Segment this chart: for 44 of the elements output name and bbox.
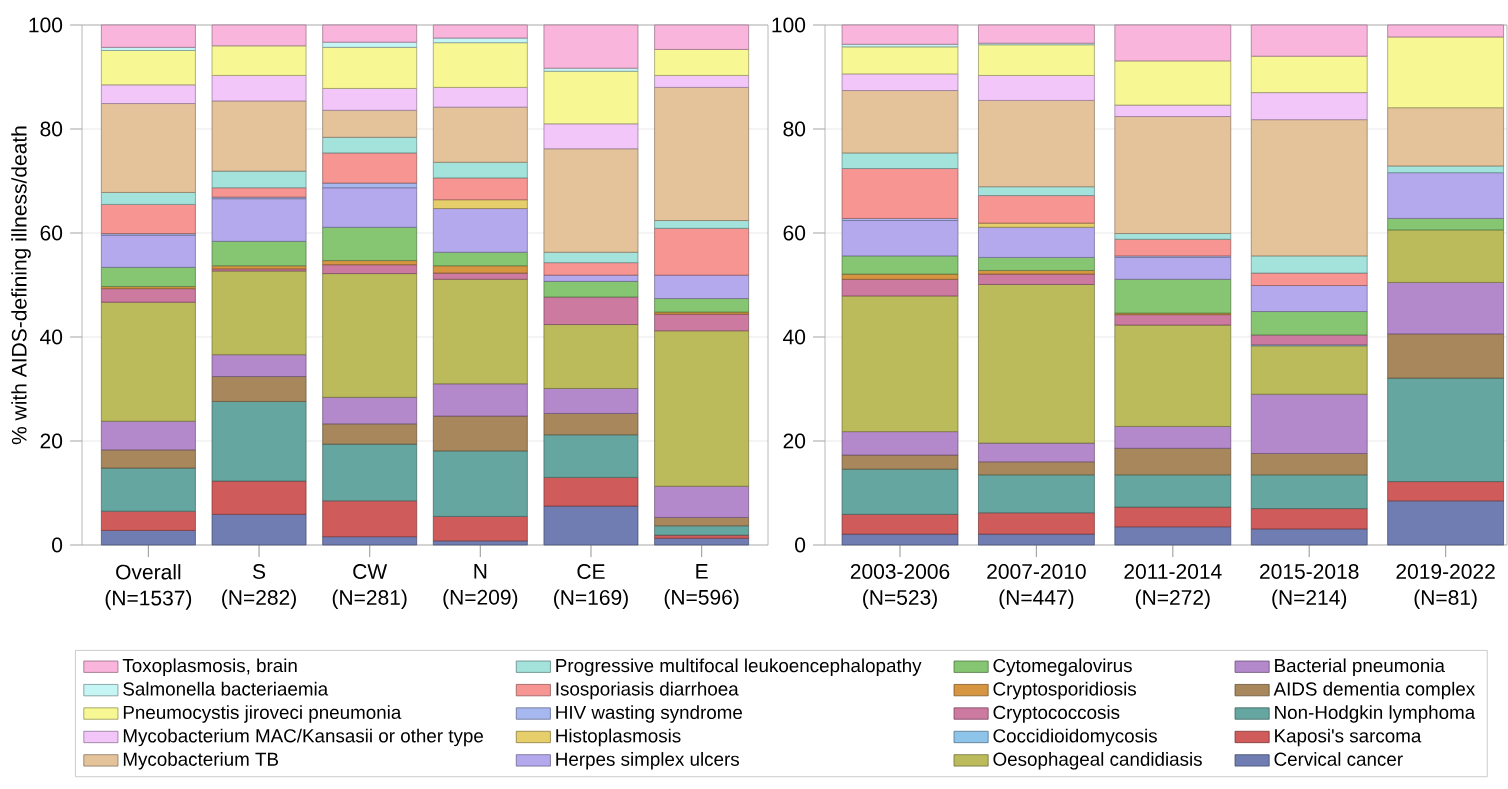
x-tick-label: 2003-2006 (N=523): [850, 564, 950, 610]
legend-label: Histoplasmosis: [556, 728, 681, 747]
legend-label: Bacterial pneumonia: [1275, 658, 1445, 676]
legend-label: Toxoplasmosis, brain: [122, 658, 297, 676]
legend-label: AIDS dementia complex: [1273, 681, 1475, 700]
y-tick-label: 40: [40, 329, 63, 345]
legend-label: Cryptosporidiosis: [993, 681, 1137, 700]
legend-label: HIV wasting syndrome: [556, 705, 743, 723]
x-tick-label: CW (N=281): [332, 564, 407, 610]
y-tick-label: 80: [40, 121, 63, 137]
y-tick-label: 60: [783, 225, 806, 241]
y-tick-label: 100: [772, 17, 806, 33]
x-tick-label: Overall (N=1537): [105, 564, 192, 610]
y-tick-label: 80: [783, 121, 806, 137]
legend-label: Non-Hodgkin lymphoma: [1275, 705, 1476, 723]
legend-label: Isosporiasis diarrhoea: [556, 681, 739, 700]
legend-label: Mycobacterium MAC/Kansasii or other type: [123, 728, 483, 747]
y-tick-label: 20: [783, 433, 806, 449]
legend-label: Salmonella bacteriaemia: [123, 681, 329, 696]
legend-label: Progressive multifocal leukoencephalopathy: [556, 658, 922, 676]
legend-label: Pneumocystis jiroveci pneumonia: [123, 705, 402, 723]
x-tick-label: 2011-2014 (N=272): [1124, 564, 1222, 610]
y-tick-label: 0: [52, 537, 63, 553]
x-tick-label: S (N=282): [222, 564, 296, 610]
y-tick-label: 20: [40, 433, 63, 449]
legend-label: Cervical cancer: [1274, 752, 1403, 766]
legend-label: Herpes simplex ulcers: [556, 752, 740, 770]
y-tick-label: 40: [783, 329, 806, 345]
legend-label: Kaposi's sarcoma: [1275, 728, 1422, 747]
x-tick-label: 2015-2018 (N=214): [1260, 564, 1359, 610]
x-tick-label: E (N=596): [664, 564, 739, 609]
x-tick-label: N (N=209): [443, 564, 518, 609]
x-tick-label: CE (N=169): [554, 564, 628, 610]
y-tick-label: 60: [40, 225, 63, 241]
legend-label: Oesophageal candidiasis: [993, 752, 1202, 770]
y-tick-label: 100: [29, 17, 63, 33]
x-tick-label: 2007-2010 (N=447): [987, 564, 1086, 610]
legend-label: Cryptococcosis: [993, 705, 1120, 723]
y-tick-label: 0: [795, 537, 806, 553]
legend-label: Mycobacterium TB: [123, 752, 279, 770]
legend-label: Coccidioidomycosis: [993, 728, 1157, 747]
y-axis-title: % with AIDS-defining illness/death: [11, 126, 31, 445]
legend-label: Cytomegalovirus: [993, 658, 1132, 676]
x-tick-label: 2019-2022 (N=81): [1396, 564, 1495, 610]
